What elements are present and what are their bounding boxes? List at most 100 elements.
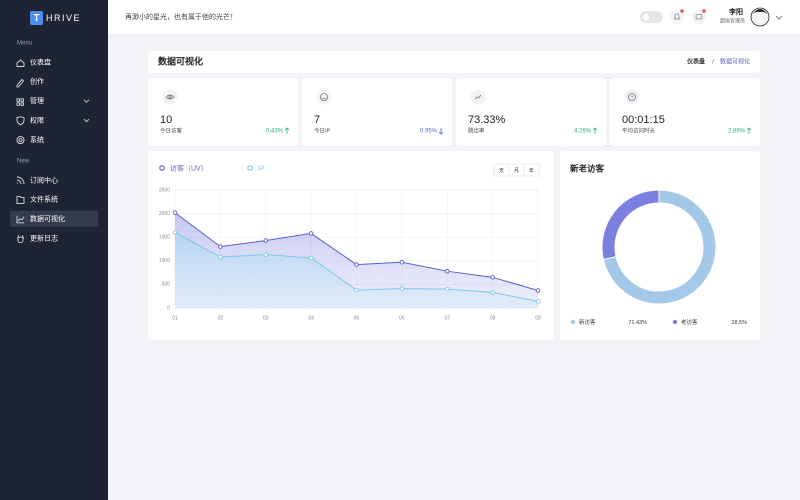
menu-icon: [16, 78, 25, 88]
data-point: [445, 286, 450, 292]
stat-card: [610, 78, 760, 146]
x-tick-label: 07: [444, 315, 450, 321]
stat-label: 平均访问时长: [622, 126, 656, 134]
menu-icon: [16, 116, 25, 126]
legend-label: 新访客: [579, 318, 596, 326]
x-tick-label: 06: [399, 315, 405, 321]
legend-label[interactable]: IP: [258, 165, 265, 172]
stat-card: [148, 78, 298, 146]
y-tick-label: 1000: [159, 258, 170, 264]
page-title: 数据可视化: [158, 55, 203, 66]
toggle-knob: [641, 12, 651, 22]
slogan: 再渺小的星光，也有属于他的光芒！: [125, 12, 237, 21]
data-point: [399, 286, 405, 291]
stat-card: [456, 78, 606, 146]
menu-icon: [16, 59, 25, 67]
menu-icon: [16, 136, 25, 144]
stat-value: 7: [314, 114, 320, 126]
data-point: [490, 290, 495, 295]
menu-item[interactable]: 仪表盘: [30, 57, 51, 66]
data-point: [535, 299, 541, 304]
logo-letter: T: [33, 13, 39, 24]
stat-label: 今日IP: [314, 126, 331, 134]
badge: [702, 9, 706, 13]
stat-icon: [628, 93, 636, 101]
menu-icon: [16, 98, 24, 106]
x-tick-label: 03: [263, 315, 269, 321]
stat-icon: [474, 94, 482, 100]
menu-item[interactable]: 更新日志: [30, 234, 58, 243]
y-tick-label: 2000: [159, 211, 170, 217]
x-tick-label: 02: [218, 315, 224, 321]
menu-chevron[interactable]: [83, 118, 90, 123]
notification-button[interactable]: [670, 10, 684, 24]
donut-slice[interactable]: [601, 189, 660, 261]
legend-marker: [570, 319, 576, 325]
menu-item[interactable]: 订阅中心: [30, 175, 58, 184]
menu-chevron[interactable]: [83, 99, 90, 103]
x-tick-label: 05: [354, 315, 360, 321]
stat-icon-bg: [162, 89, 178, 105]
menu-item[interactable]: 管理: [30, 96, 44, 105]
data-point: [308, 255, 314, 261]
logo-text: HRIVE: [46, 13, 81, 23]
bell-icon: [674, 13, 680, 20]
stat-change: 2.89%: [728, 129, 746, 135]
stat-icon: [320, 93, 328, 101]
donut-slice[interactable]: [602, 189, 717, 305]
trend-arrow: [438, 128, 444, 135]
menu-item[interactable]: 权限: [30, 116, 44, 125]
stat-label: 跳出率: [468, 126, 485, 134]
legend-label: 老访客: [681, 318, 698, 326]
range-button[interactable]: 天: [499, 168, 504, 174]
badge: [680, 9, 684, 13]
menu-icon: [16, 176, 25, 185]
menu-item[interactable]: 数据可视化: [30, 214, 65, 223]
value-label: 71.43%: [628, 320, 647, 326]
message-button[interactable]: [692, 10, 706, 24]
menu-item[interactable]: 系统: [30, 135, 44, 144]
active-highlight: [10, 210, 98, 227]
data-point: [218, 244, 223, 249]
breadcrumb-link[interactable]: 仪表盘: [686, 58, 705, 66]
y-tick-label: 0: [167, 305, 170, 311]
chart-title: 新老访客: [570, 163, 605, 173]
sidebar: [0, 0, 108, 500]
range-button-bg[interactable]: [495, 165, 508, 175]
menu-icon: [17, 234, 24, 244]
trend-arrow: [284, 127, 290, 134]
user-menu-chevron[interactable]: [775, 15, 783, 20]
stat-label: 今日访客: [160, 126, 183, 134]
legend-marker[interactable]: [247, 165, 253, 171]
stat-icon: [165, 94, 175, 100]
user-name: 李阳: [728, 7, 743, 16]
stat-change: 0.43%: [266, 129, 284, 135]
data-point: [263, 252, 269, 257]
avatar-hair: [752, 9, 768, 15]
title-bar: [148, 51, 760, 73]
legend-marker[interactable]: [159, 165, 165, 171]
menu-section-label: New: [17, 159, 30, 165]
range-button[interactable]: 月: [514, 168, 519, 174]
range-button-bg[interactable]: [510, 165, 523, 175]
x-tick-label: 08: [490, 315, 496, 321]
avatar[interactable]: [750, 7, 770, 27]
data-point: [354, 287, 359, 293]
trend-arrow: [746, 127, 752, 134]
range-button-bg[interactable]: [525, 165, 538, 175]
stat-value: 00:01:15: [622, 114, 665, 126]
header: [108, 0, 800, 35]
range-button[interactable]: 年: [529, 167, 534, 174]
trend-arrow: [592, 127, 598, 134]
stat-value: 10: [160, 114, 172, 126]
menu-item[interactable]: 文件系统: [30, 195, 58, 204]
breadcrumb-separator: /: [712, 60, 714, 66]
stat-icon-bg: [316, 89, 332, 105]
menu-item[interactable]: 创作: [30, 77, 44, 86]
user-role: 超级管理员: [720, 17, 745, 24]
legend-label[interactable]: 访客（UV）: [170, 163, 208, 172]
data-point: [218, 254, 223, 260]
stat-icon-bg: [470, 89, 486, 105]
